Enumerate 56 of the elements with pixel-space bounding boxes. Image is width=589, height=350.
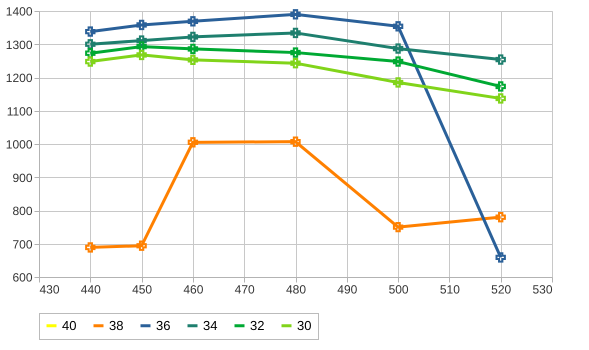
point bbox=[188, 44, 198, 54]
point bbox=[188, 54, 198, 66]
point bbox=[136, 50, 147, 60]
point bbox=[136, 35, 147, 46]
x-tick-label: 450 bbox=[132, 282, 152, 296]
x-tick-label: 470 bbox=[234, 282, 256, 296]
point bbox=[290, 9, 301, 20]
point bbox=[290, 47, 301, 58]
point bbox=[85, 26, 96, 37]
point bbox=[392, 21, 404, 32]
y-tick-label: 900 bbox=[12, 170, 33, 185]
point bbox=[496, 54, 506, 65]
point bbox=[496, 93, 506, 104]
point bbox=[392, 43, 404, 54]
legend-label: 40 bbox=[62, 318, 76, 333]
y-tick-label: 1100 bbox=[6, 104, 33, 118]
point bbox=[392, 77, 404, 88]
y-tick-label: 1400 bbox=[6, 4, 33, 18]
x-tick-label: 430 bbox=[40, 282, 60, 296]
y-tick-label: 1200 bbox=[6, 71, 33, 85]
y-tick-label: 600 bbox=[12, 270, 33, 284]
point bbox=[290, 28, 301, 38]
y-tick-label: 1300 bbox=[6, 38, 33, 52]
point bbox=[290, 58, 301, 68]
point bbox=[496, 212, 506, 222]
x-tick-label: 510 bbox=[440, 282, 460, 296]
point bbox=[188, 32, 198, 42]
point bbox=[188, 137, 198, 148]
point bbox=[136, 41, 147, 52]
point bbox=[496, 252, 506, 263]
x-tick-label: 530 bbox=[532, 282, 553, 296]
x-tick-label: 460 bbox=[183, 282, 204, 296]
point bbox=[290, 136, 301, 147]
x-tick-label: 520 bbox=[491, 282, 512, 296]
point bbox=[85, 48, 96, 58]
point bbox=[85, 39, 96, 50]
y-tick-label: 800 bbox=[12, 204, 33, 218]
x-tick-label: 500 bbox=[388, 282, 409, 296]
legend-label: 38 bbox=[109, 318, 124, 333]
x-tick-label: 440 bbox=[80, 282, 102, 296]
point bbox=[392, 56, 404, 67]
x-tick-label: 480 bbox=[286, 282, 306, 296]
point bbox=[392, 222, 404, 232]
legend-label: 34 bbox=[203, 318, 218, 333]
legend-label: 32 bbox=[250, 318, 264, 333]
point bbox=[496, 81, 506, 92]
legend-label: 30 bbox=[297, 318, 312, 333]
point bbox=[188, 16, 198, 26]
y-tick-label: 1000 bbox=[6, 138, 33, 152]
point bbox=[85, 242, 96, 253]
point bbox=[136, 240, 147, 251]
point bbox=[136, 20, 147, 30]
point bbox=[85, 56, 96, 67]
legend-label: 36 bbox=[156, 318, 170, 333]
x-tick-label: 490 bbox=[337, 282, 358, 296]
y-tick-label: 700 bbox=[12, 237, 33, 252]
